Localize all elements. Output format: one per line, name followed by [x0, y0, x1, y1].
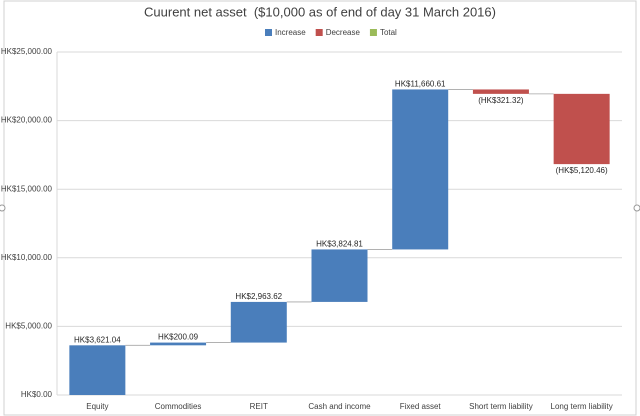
- data-label: HK$3,824.81: [316, 240, 363, 249]
- y-tick-label: HK$5,000.00: [5, 322, 52, 331]
- legend-swatch: [265, 29, 272, 36]
- bar: [150, 342, 207, 346]
- legend-swatch: [315, 29, 323, 36]
- data-label: HK$200.09: [158, 333, 199, 342]
- legend-label: Total: [380, 28, 397, 37]
- bar: [553, 93, 610, 165]
- data-label: HK$3,621.04: [74, 335, 121, 344]
- x-tick-label: Equity: [86, 402, 108, 411]
- legend-label: Increase: [275, 28, 306, 37]
- y-tick-label: HK$20,000.00: [1, 116, 53, 125]
- bar: [230, 301, 287, 343]
- data-label: (HK$5,120.46): [556, 166, 608, 175]
- bar: [311, 249, 368, 302]
- data-label: (HK$321.32): [478, 96, 524, 105]
- bar: [392, 89, 449, 250]
- resize-handle[interactable]: [633, 204, 640, 212]
- y-tick-label: HK$15,000.00: [1, 184, 53, 193]
- chart-title: Cuurent net asset ($10,000 as of end of …: [144, 4, 496, 19]
- x-tick-label: Fixed asset: [400, 402, 442, 411]
- data-label: HK$11,660.61: [395, 80, 446, 89]
- y-tick-label: HK$10,000.00: [1, 253, 53, 262]
- x-tick-label: Cash and income: [308, 402, 371, 411]
- x-tick-label: Short term liability: [469, 402, 533, 411]
- y-tick-label: HK$0.00: [21, 390, 53, 399]
- legend-swatch: [369, 29, 377, 36]
- resize-handle[interactable]: [0, 204, 6, 212]
- x-tick-label: Commodities: [155, 402, 202, 411]
- bar: [69, 345, 126, 395]
- bar: [472, 89, 529, 94]
- x-tick-label: Long term liability: [551, 402, 613, 411]
- legend: Increase Decrease Total: [265, 28, 397, 37]
- x-tick-label: REIT: [250, 402, 268, 411]
- data-label: HK$2,963.62: [235, 292, 282, 301]
- y-tick-label: HK$25,000.00: [1, 47, 53, 56]
- legend-label: Decrease: [326, 28, 361, 37]
